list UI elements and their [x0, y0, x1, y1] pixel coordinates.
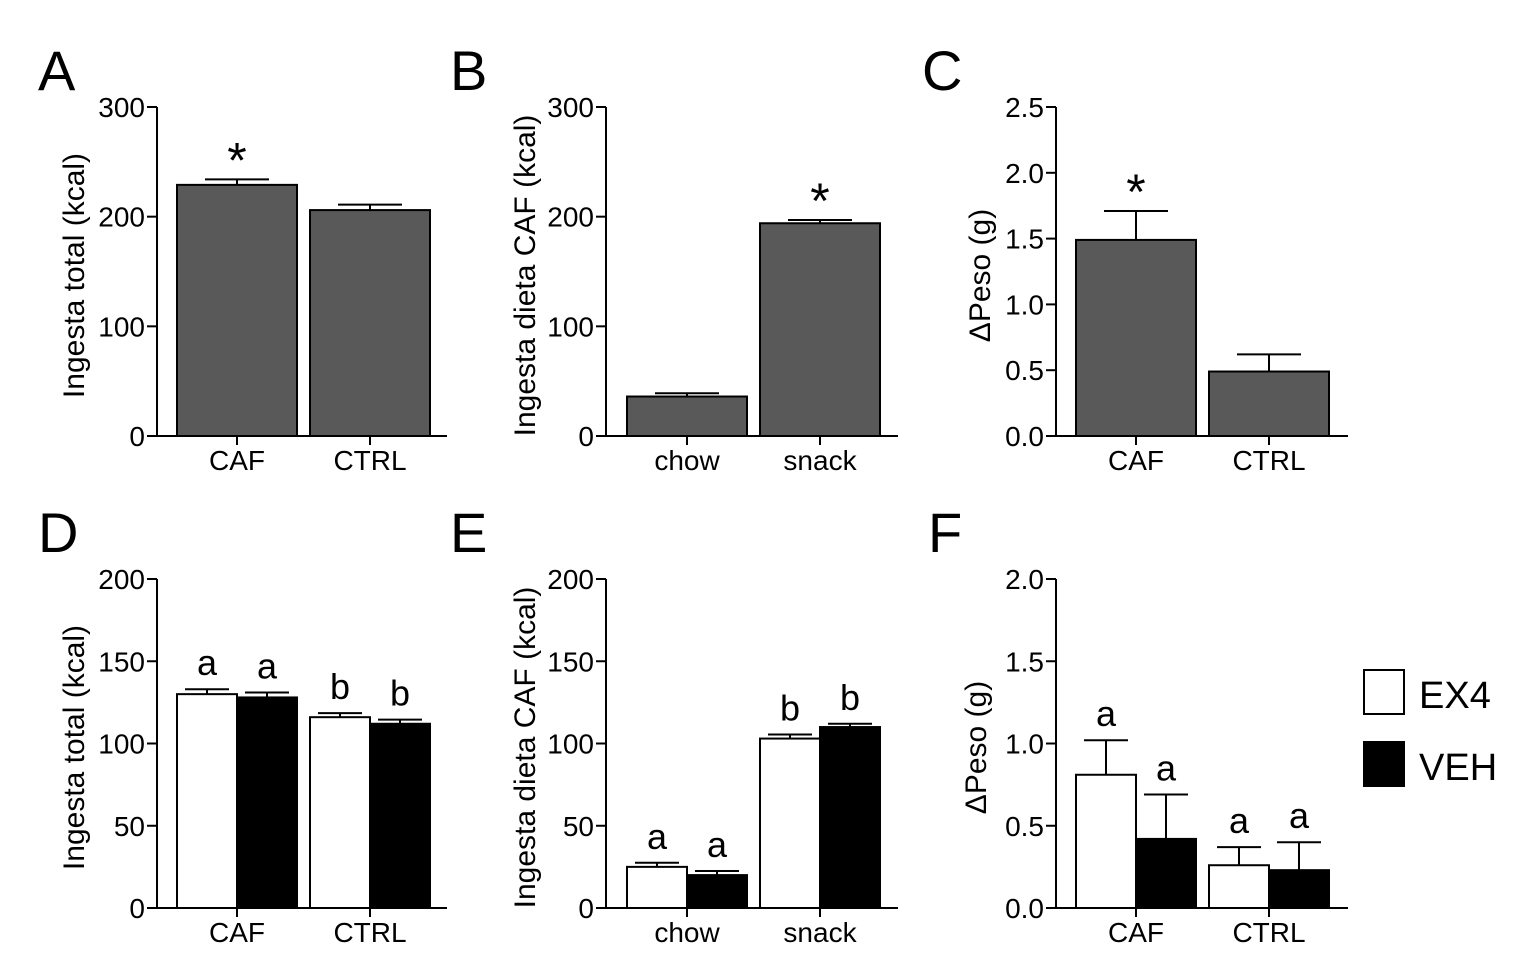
bar-ctrl-veh [1268, 869, 1330, 909]
bar-ctrl-total [309, 209, 431, 437]
y-tick-label: 0.0 [1005, 893, 1044, 924]
y-tick-label: 0 [578, 421, 594, 452]
y-tick-label: 100 [98, 729, 145, 760]
significance-asterisk: * [1126, 164, 1145, 220]
bar-ctrl-total [1208, 370, 1330, 437]
y-axis-label: Ingesta total (kcal) [58, 153, 91, 398]
y-tick-label: 1.5 [1005, 224, 1044, 255]
panel-letter: D [38, 501, 78, 564]
bar-caf-ex4 [1075, 773, 1137, 909]
y-tick-label: 0.5 [1005, 355, 1044, 386]
y-tick-label: 2.0 [1005, 158, 1044, 189]
y-tick-label: 1.0 [1005, 289, 1044, 320]
bar-caf-ex4 [176, 693, 238, 910]
y-tick-label: 50 [114, 811, 145, 842]
legend-label-ex4: EX4 [1419, 675, 1491, 717]
bar-snack-total [759, 222, 881, 437]
x-tick-label: snack [783, 445, 857, 476]
x-tick-label: snack [783, 917, 857, 948]
bar-ctrl-veh [369, 722, 431, 910]
legend-label-veh: VEH [1419, 747, 1497, 789]
x-tick-label: CAF [209, 445, 265, 476]
y-axis-label: Ingesta dieta CAF (kcal) [509, 587, 542, 909]
significance-letter: a [707, 824, 728, 865]
y-axis-label: Ingesta dieta CAF (kcal) [509, 115, 542, 437]
y-tick-label: 1.5 [1005, 646, 1044, 677]
y-tick-label: 200 [98, 202, 145, 233]
significance-letter: a [257, 646, 278, 687]
y-tick-label: 200 [98, 564, 145, 595]
panel-letter: C [922, 39, 962, 102]
y-tick-label: 2.0 [1005, 564, 1044, 595]
panel-letter: B [450, 39, 487, 102]
bar-caf-veh [1135, 837, 1197, 909]
bar-snack-ex4 [759, 737, 821, 909]
x-tick-label: chow [654, 917, 720, 948]
legend: EX4 VEH [1363, 669, 1497, 789]
y-tick-label: 100 [98, 311, 145, 342]
y-tick-label: 50 [563, 811, 594, 842]
panel-letter: F [928, 501, 962, 564]
y-axis-label: ΔPeso (g) [964, 209, 997, 342]
x-tick-label: chow [654, 445, 720, 476]
significance-letter: b [390, 673, 410, 714]
y-tick-label: 100 [547, 729, 594, 760]
y-tick-label: 150 [98, 646, 145, 677]
x-tick-label: CTRL [333, 917, 406, 948]
y-tick-label: 100 [547, 311, 594, 342]
y-tick-label: 300 [547, 92, 594, 123]
x-tick-label: CTRL [1232, 445, 1305, 476]
y-tick-label: 300 [98, 92, 145, 123]
panel-letter: E [450, 501, 487, 564]
y-axis-label: ΔPeso (g) [960, 681, 993, 814]
y-tick-label: 200 [547, 564, 594, 595]
x-tick-label: CTRL [1232, 917, 1305, 948]
bar-chow-veh [686, 874, 748, 909]
panel-letter: A [38, 39, 76, 102]
x-tick-label: CAF [209, 917, 265, 948]
y-tick-label: 0 [129, 893, 145, 924]
panel-c: C 0.0 0.5 1.0 1.5 2.0 2.5 ΔPeso (g) CAF * CTRL [922, 39, 1348, 476]
x-tick-label: CAF [1108, 917, 1164, 948]
legend-swatch-ex4 [1363, 669, 1405, 715]
y-axis-label: Ingesta total (kcal) [58, 625, 91, 870]
legend-swatch-veh [1363, 741, 1405, 787]
significance-asterisk: * [227, 132, 246, 188]
bar-chow-total [626, 395, 748, 437]
y-tick-label: 200 [547, 202, 594, 233]
y-tick-label: 0.0 [1005, 421, 1044, 452]
y-tick-label: 0.5 [1005, 811, 1044, 842]
significance-letter: a [197, 642, 218, 683]
significance-letter: a [1156, 747, 1177, 788]
y-tick-label: 2.5 [1005, 92, 1044, 123]
bar-caf-total [176, 183, 298, 437]
bar-caf-total [1075, 238, 1197, 437]
significance-letter: a [1229, 800, 1250, 841]
bar-chow-ex4 [626, 865, 688, 909]
bar-caf-veh [236, 696, 298, 909]
significance-letter: a [647, 816, 668, 857]
y-tick-label: 150 [547, 646, 594, 677]
y-tick-label: 0 [129, 421, 145, 452]
bar-ctrl-ex4 [309, 716, 371, 909]
y-tick-label: 0 [578, 893, 594, 924]
x-tick-label: CTRL [333, 445, 406, 476]
significance-letter: b [840, 677, 860, 718]
significance-letter: b [330, 666, 350, 707]
significance-letter: b [780, 687, 800, 728]
bar-ctrl-ex4 [1208, 864, 1270, 909]
significance-asterisk: * [810, 173, 829, 229]
bar-snack-veh [819, 726, 881, 909]
significance-letter: a [1289, 795, 1310, 836]
x-tick-label: CAF [1108, 445, 1164, 476]
y-tick-label: 1.0 [1005, 729, 1044, 760]
significance-letter: a [1096, 693, 1117, 734]
